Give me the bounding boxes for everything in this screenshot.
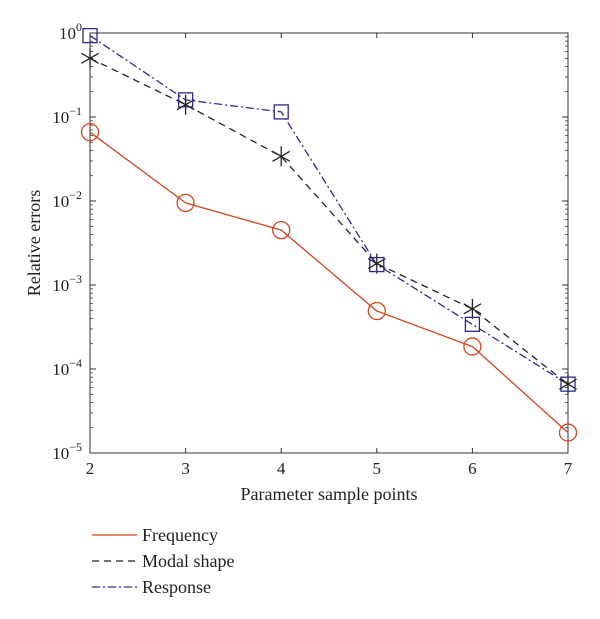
- point-frequency: [272, 220, 291, 240]
- y-tick-labels: 10−5 10−4 10−3 10−2 10−1 100: [52, 20, 82, 463]
- axis-ticks: [89, 32, 569, 454]
- point-modal-shape: [367, 253, 386, 274]
- y-axis-title: Relative errors: [24, 190, 44, 296]
- point-response: [369, 256, 385, 273]
- point-frequency: [463, 337, 482, 356]
- y-tick-label: 10−1: [52, 104, 82, 127]
- point-response: [273, 104, 289, 120]
- series-line-frequency: [89, 131, 569, 434]
- x-tick-labels: 2 3 4 5 6 7: [86, 459, 573, 478]
- series-line-modal-shape: [89, 57, 569, 385]
- x-tick-label: 7: [564, 459, 573, 478]
- series-line-response: [89, 35, 569, 385]
- x-axis-title: Parameter sample points: [241, 484, 418, 504]
- point-modal-shape-stroke: [463, 303, 482, 315]
- point-modal-shape: [81, 48, 99, 69]
- point-modal-shape: [176, 94, 195, 115]
- plot-area: [89, 32, 569, 454]
- point-modal-shape-stroke: [81, 52, 99, 64]
- point-response: [560, 376, 576, 392]
- y-tick-label: 10−5: [52, 440, 82, 463]
- point-modal-shape-stroke: [272, 150, 291, 162]
- point-modal-shape-stroke: [367, 257, 386, 270]
- legend-label-modal-shape: Modal shape: [142, 551, 234, 571]
- x-tick-label: 3: [181, 459, 190, 478]
- y-tick-label: 100: [59, 20, 82, 43]
- legend-label-response: Response: [142, 577, 211, 597]
- y-tick-label: 10−2: [52, 188, 82, 211]
- point-response: [82, 27, 98, 44]
- x-tick-label: 2: [86, 459, 95, 478]
- x-tick-label: 5: [373, 459, 382, 478]
- legend: Frequency Modal shape Response: [92, 525, 234, 597]
- series-markers: [80, 27, 578, 442]
- y-tick-label: 10−3: [52, 272, 82, 295]
- point-response: [177, 92, 194, 108]
- legend-label-frequency: Frequency: [142, 525, 218, 545]
- y-tick-label: 10−4: [52, 356, 82, 379]
- point-modal-shape-stroke: [176, 99, 195, 111]
- point-modal-shape: [272, 146, 291, 167]
- point-response: [464, 316, 481, 333]
- x-tick-label: 4: [277, 459, 286, 478]
- point-frequency: [176, 193, 195, 213]
- series-lines: [89, 35, 569, 434]
- point-frequency: [80, 123, 100, 142]
- point-frequency: [367, 301, 386, 321]
- x-tick-label: 6: [468, 459, 477, 478]
- point-modal-shape: [463, 298, 482, 319]
- point-frequency: [558, 423, 578, 442]
- point-modal-shape-stroke: [559, 378, 577, 390]
